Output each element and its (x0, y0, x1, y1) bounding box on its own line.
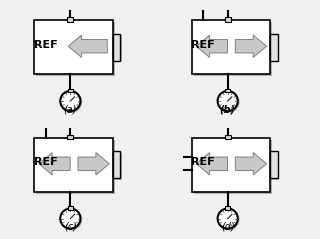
Text: (a): (a) (64, 104, 77, 114)
Circle shape (61, 210, 82, 230)
FancyArrow shape (235, 35, 267, 57)
Bar (114, 153, 122, 179)
FancyArrow shape (196, 35, 228, 57)
Circle shape (218, 208, 238, 229)
Bar (270, 151, 278, 178)
Circle shape (218, 91, 238, 111)
Bar (67, 17, 74, 22)
Text: (c): (c) (64, 222, 77, 232)
Bar (225, 17, 231, 22)
Bar (192, 21, 270, 74)
FancyArrow shape (78, 152, 109, 175)
Circle shape (61, 92, 82, 112)
Bar (271, 35, 279, 62)
Bar (113, 34, 121, 61)
Circle shape (219, 92, 239, 112)
Bar (114, 35, 122, 62)
Bar (225, 89, 230, 92)
Bar (36, 140, 115, 194)
Bar (113, 151, 121, 178)
FancyArrow shape (235, 152, 267, 175)
Bar (68, 89, 73, 92)
Bar (36, 22, 115, 76)
Bar (192, 138, 270, 192)
Circle shape (219, 210, 239, 230)
FancyArrow shape (196, 152, 228, 175)
Bar (225, 206, 230, 210)
FancyArrow shape (68, 35, 107, 57)
Bar (68, 206, 73, 210)
Bar (34, 138, 113, 192)
FancyArrow shape (39, 152, 70, 175)
Text: (d): (d) (221, 222, 235, 232)
Bar (194, 140, 272, 194)
Bar (270, 34, 278, 61)
Bar (271, 153, 279, 179)
Text: REF: REF (191, 40, 215, 50)
Bar (225, 135, 231, 139)
Text: REF: REF (191, 157, 215, 167)
Bar (67, 135, 74, 139)
Bar (34, 21, 113, 74)
Circle shape (60, 91, 80, 111)
Text: REF: REF (34, 40, 58, 50)
Text: REF: REF (34, 157, 58, 167)
Circle shape (60, 208, 80, 229)
Text: (b): (b) (220, 104, 236, 114)
Bar (194, 22, 272, 76)
